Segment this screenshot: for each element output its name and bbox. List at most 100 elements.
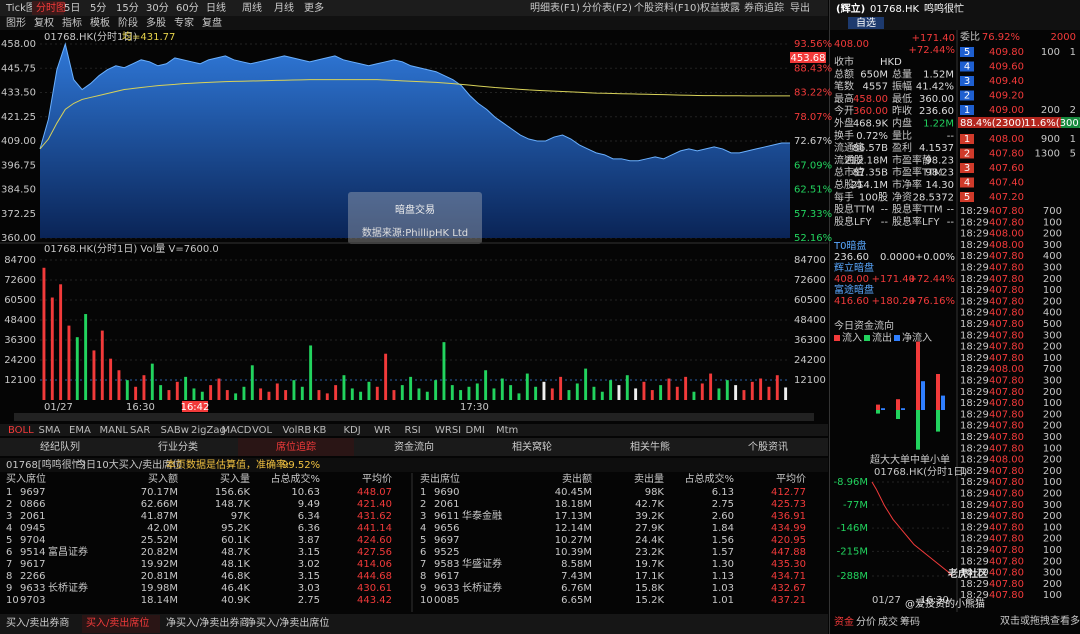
trade-price: 407.80 xyxy=(989,511,1024,522)
avg-price: 420.95 xyxy=(771,535,806,546)
volume-bar xyxy=(417,388,421,400)
volume-bar xyxy=(575,383,579,400)
indicator-tab[interactable]: EMA xyxy=(69,425,91,436)
toolbar-tab[interactable]: 日线 xyxy=(206,1,226,14)
amount: 6.65M xyxy=(561,595,592,606)
indicator-tab[interactable]: DMI xyxy=(466,425,485,436)
volume-bar xyxy=(275,383,279,400)
y2-tick-label: 62.51% xyxy=(794,185,832,196)
panel-tab[interactable]: 成交 xyxy=(878,615,898,628)
toolbar-tab[interactable]: 60分 xyxy=(176,2,199,14)
stat-value: 87.35B xyxy=(853,168,889,179)
indicator-tab[interactable]: 2igZag xyxy=(191,425,226,436)
toolbar-tab[interactable]: 分时图 xyxy=(36,2,66,14)
volume-bar xyxy=(634,388,638,400)
volume-bar xyxy=(450,385,454,400)
trade-volume: 200 xyxy=(1043,342,1062,353)
avg-price: 425.73 xyxy=(771,499,806,510)
volume-bar xyxy=(517,393,521,400)
indicator-tab[interactable]: KB xyxy=(313,425,327,436)
toolbar2-button[interactable]: 阶段 xyxy=(118,16,138,29)
book-level: 4 xyxy=(964,62,970,73)
panel-tab[interactable]: 资金 xyxy=(834,615,854,628)
toolbar-button[interactable]: 分价表(F2) xyxy=(582,1,632,14)
indicator-tab[interactable]: MANL xyxy=(100,425,129,436)
indicator-tab[interactable]: VOL xyxy=(252,425,273,436)
bottom-tab[interactable]: 净买入/净卖出席位 xyxy=(246,616,329,629)
broker-code: 0085 xyxy=(434,595,459,606)
toolbar-tab[interactable]: 更多 xyxy=(304,1,324,14)
toolbar2-button[interactable]: 指标 xyxy=(62,16,82,29)
toolbar2-button[interactable]: 专家 xyxy=(174,16,194,29)
broker-code: 9525 xyxy=(434,547,459,558)
level-box xyxy=(960,47,974,57)
stat-label: 昨收 xyxy=(892,104,912,117)
indicator-tab[interactable]: Mtm xyxy=(496,425,518,436)
toolbar2-button[interactable]: 复权 xyxy=(34,16,54,29)
indicator-tab[interactable]: WRSI xyxy=(435,425,461,436)
avg-price: 436.91 xyxy=(771,511,806,522)
volume-bar xyxy=(167,390,171,400)
toolbar-tab[interactable]: 15分 xyxy=(116,2,139,14)
toolbar-button[interactable]: 券商追踪 xyxy=(744,1,784,14)
toolbar-button[interactable]: 导出 xyxy=(790,1,810,14)
toolbar-button[interactable]: 权益披露 xyxy=(700,1,740,14)
bottom-tab[interactable]: 买入/卖出券商 xyxy=(6,616,69,629)
toolbar2-button[interactable]: 多股 xyxy=(146,16,166,29)
section-tab[interactable]: 个股资讯 xyxy=(748,441,788,453)
indicator-bg xyxy=(0,424,828,436)
tab-active xyxy=(82,615,160,633)
hint: 双击或拖拽查看多周期 xyxy=(1000,614,1080,627)
amount: 10.39M xyxy=(555,547,592,558)
toolbar2-button[interactable]: 复盘 xyxy=(202,16,222,29)
indicator-tab[interactable]: KDJ xyxy=(344,425,361,436)
percent: 2.75 xyxy=(712,499,734,510)
section-tab[interactable]: 经纪队列 xyxy=(40,440,80,453)
amount: 18.18M xyxy=(555,499,592,510)
panel-tab[interactable]: 分价 xyxy=(856,616,876,628)
percent: 10.63 xyxy=(291,487,320,498)
section-tab[interactable]: 行业分类 xyxy=(158,440,198,453)
toolbar-tab[interactable]: 月线 xyxy=(274,1,294,14)
section-tab[interactable]: 席位追踪 xyxy=(276,440,316,453)
volume-bar xyxy=(309,345,313,400)
toolbar-button[interactable]: 明细表(F1) xyxy=(530,1,580,14)
trade-time: 18:29 xyxy=(960,579,989,590)
toolbar-tab[interactable]: 5日 xyxy=(64,3,80,14)
bottom-tab[interactable]: 净买入/净卖出券商 xyxy=(166,616,249,629)
indicator-tab[interactable]: BOLL xyxy=(8,425,34,436)
volume-bar xyxy=(459,390,463,400)
legend-label: 流入 xyxy=(842,331,862,344)
toolbar2-button[interactable]: 图形 xyxy=(6,17,26,29)
toolbar-button[interactable]: 个股资料(F10) xyxy=(634,1,700,14)
trade-price: 407.80 xyxy=(989,274,1024,285)
y2-tick-label: 84700 xyxy=(794,255,826,266)
toolbar-tab[interactable]: Tick图 xyxy=(5,2,36,14)
panel-tab[interactable]: 筹码 xyxy=(900,615,920,628)
toolbar-tab[interactable]: 5分 xyxy=(90,2,106,14)
toolbar-tab[interactable]: 30分 xyxy=(146,2,169,14)
row-no: 5 xyxy=(420,535,426,546)
row-no: 7 xyxy=(420,559,426,570)
section-tab[interactable]: 资金流向 xyxy=(394,440,434,453)
section-tab[interactable]: 相关窝轮 xyxy=(512,440,552,453)
indicator-tab[interactable]: SABw xyxy=(161,425,189,436)
section-tab[interactable]: 相关牛熊 xyxy=(630,440,670,453)
indicator-tab[interactable]: WR xyxy=(374,425,391,436)
indicator-tab[interactable]: SAR xyxy=(130,425,150,436)
toolbar-tab[interactable]: 周线 xyxy=(242,1,262,14)
avg-price: 424.60 xyxy=(357,535,392,546)
indicator-tab[interactable]: RSI xyxy=(405,425,421,436)
indicator-tab[interactable]: VolRB xyxy=(283,425,312,436)
trade-price: 407.80 xyxy=(989,353,1024,364)
fav-button[interactable]: 自选 xyxy=(856,16,876,29)
volume-bar xyxy=(709,373,713,400)
indicator-tab[interactable]: SMA xyxy=(39,425,61,436)
book-price: 407.80 xyxy=(989,149,1024,160)
toolbar2-button[interactable]: 模板 xyxy=(90,16,110,29)
volume-bar xyxy=(225,390,229,400)
indicator-tab[interactable]: MACD xyxy=(222,425,252,436)
stat-label: 收市 xyxy=(834,55,854,68)
legend-swatch xyxy=(864,335,870,341)
bottom-tab[interactable]: 买入/卖出席位 xyxy=(86,616,149,629)
